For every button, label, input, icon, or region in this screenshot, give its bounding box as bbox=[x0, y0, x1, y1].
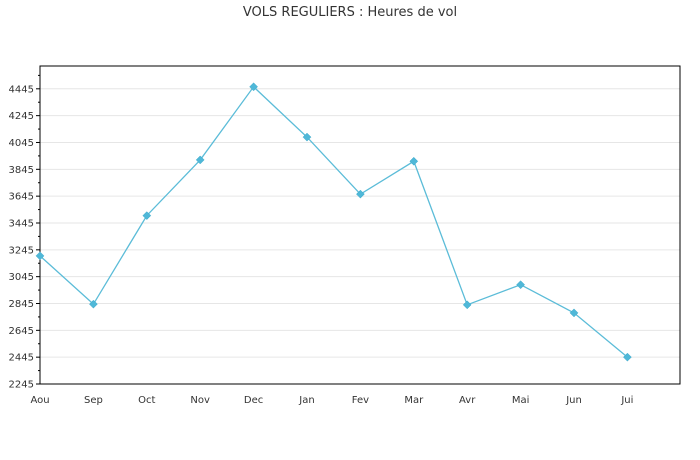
x-tick-label: Dec bbox=[244, 395, 263, 406]
data-point bbox=[462, 300, 472, 310]
data-point bbox=[249, 82, 258, 92]
y-tick-label: 4445 bbox=[9, 84, 34, 95]
x-tick-label: Jan bbox=[298, 395, 314, 406]
x-tick-label: Fev bbox=[352, 395, 369, 406]
x-tick-label: Jui bbox=[620, 395, 633, 406]
data-point bbox=[623, 352, 632, 362]
y-tick-label: 3445 bbox=[9, 218, 34, 229]
y-tick-label: 2845 bbox=[9, 299, 34, 310]
x-axis: Aou Sep Oct Nov Dec Jan Fev Mar Avr Mai Jun Jui bbox=[30, 395, 633, 406]
data-point bbox=[302, 132, 312, 142]
x-tick-label: Jun bbox=[565, 395, 582, 406]
y-tick-label: 3645 bbox=[9, 192, 34, 203]
x-tick-label: Aou bbox=[30, 395, 49, 406]
data-point bbox=[142, 211, 152, 220]
y-tick-label: 2445 bbox=[9, 353, 34, 364]
y-tick-label: 4045 bbox=[9, 138, 34, 149]
y-tick-label: 3245 bbox=[9, 245, 34, 256]
x-tick-label: Sep bbox=[84, 395, 103, 406]
grid-lines bbox=[40, 88, 680, 358]
data-point bbox=[35, 251, 45, 261]
data-point bbox=[195, 155, 205, 165]
plot-area bbox=[39, 65, 681, 385]
series-line bbox=[35, 82, 632, 362]
x-tick-label: Mar bbox=[404, 395, 424, 406]
y-tick-label: 3845 bbox=[9, 165, 34, 176]
x-tick-label: Oct bbox=[138, 395, 155, 406]
x-tick-label: Mai bbox=[512, 395, 530, 406]
x-tick-label: Avr bbox=[459, 395, 476, 406]
y-tick-label: 2245 bbox=[9, 380, 34, 391]
data-point bbox=[569, 308, 579, 318]
series-line bbox=[39, 85, 628, 358]
chart-title: VOLS REGULIERS : Heures de vol bbox=[242, 5, 458, 20]
y-tick-label: 2645 bbox=[9, 326, 34, 337]
x-tick-label: Nov bbox=[190, 395, 210, 406]
data-point bbox=[409, 156, 419, 166]
data-point bbox=[356, 189, 365, 199]
y-tick-label: 3045 bbox=[9, 272, 34, 283]
data-point bbox=[516, 280, 525, 290]
y-axis: 2245 2445 2645 2845 3045 3245 3445 3645 3845 4045… bbox=[9, 74, 40, 391]
data-point bbox=[89, 299, 98, 309]
y-tick-label: 4245 bbox=[9, 111, 34, 122]
